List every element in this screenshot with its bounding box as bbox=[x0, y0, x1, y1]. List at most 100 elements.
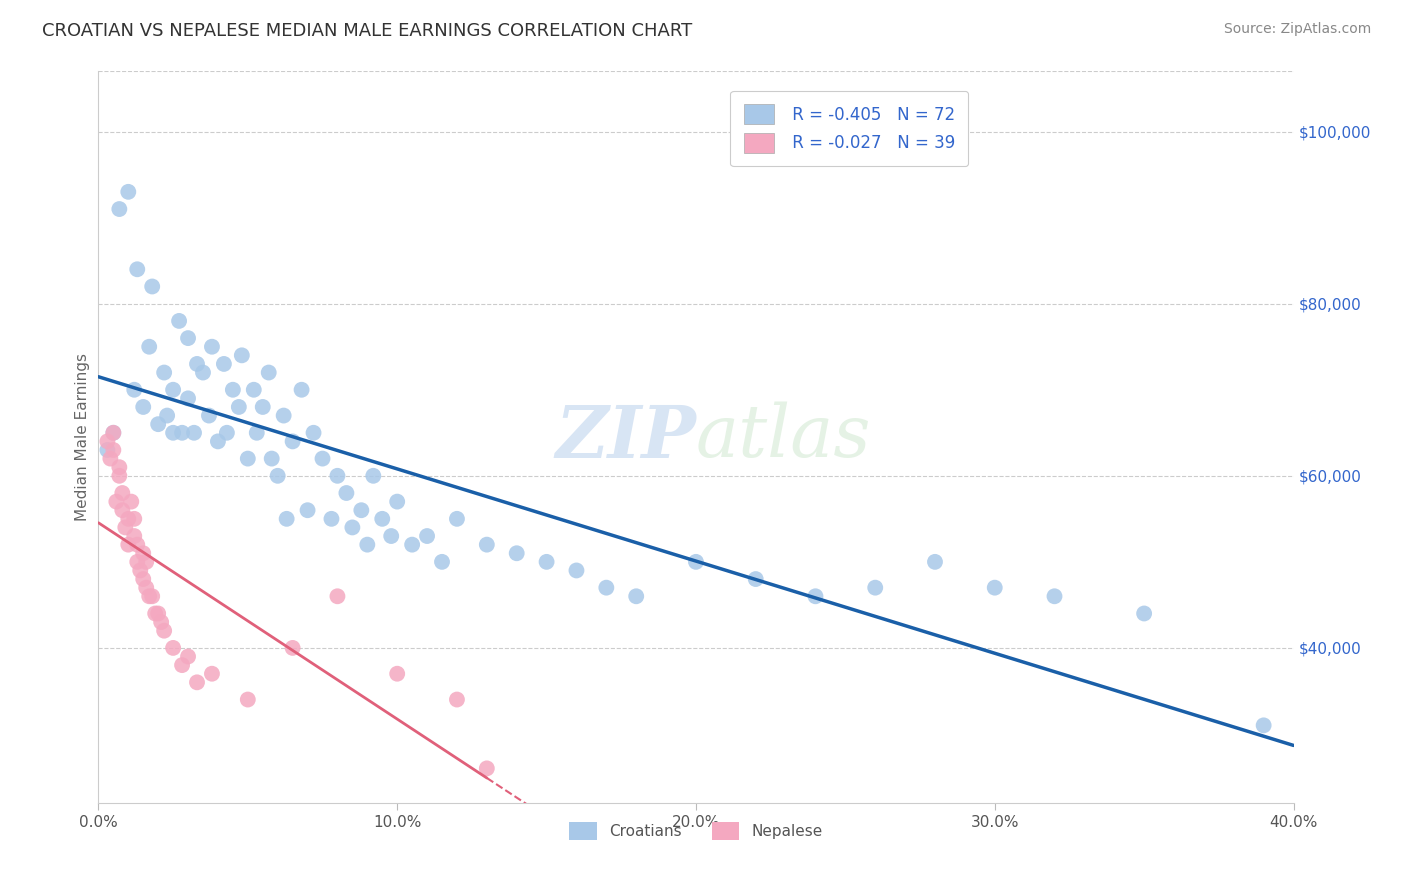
Point bbox=[302, 425, 325, 440]
Point bbox=[804, 589, 827, 603]
Legend: Croatians, Nepalese: Croatians, Nepalese bbox=[562, 815, 830, 847]
Point bbox=[103, 425, 125, 440]
Text: CROATIAN VS NEPALESE MEDIAN MALE EARNINGS CORRELATION CHART: CROATIAN VS NEPALESE MEDIAN MALE EARNING… bbox=[42, 22, 692, 40]
Point bbox=[297, 503, 319, 517]
Point bbox=[326, 468, 349, 483]
Point bbox=[536, 555, 558, 569]
Point bbox=[141, 279, 163, 293]
Point bbox=[342, 520, 364, 534]
Point bbox=[475, 538, 498, 552]
Point bbox=[385, 666, 409, 681]
Point bbox=[311, 451, 333, 466]
Point bbox=[363, 468, 385, 483]
Point bbox=[326, 589, 349, 603]
Point bbox=[565, 564, 588, 578]
Point bbox=[228, 400, 250, 414]
Point bbox=[156, 409, 179, 423]
Point bbox=[108, 460, 131, 475]
Point bbox=[475, 761, 498, 775]
Point bbox=[96, 434, 118, 449]
Point bbox=[132, 546, 155, 560]
Point bbox=[162, 640, 184, 655]
Point bbox=[177, 392, 200, 406]
Point bbox=[356, 538, 378, 552]
Point bbox=[105, 494, 128, 508]
Point bbox=[430, 555, 453, 569]
Point bbox=[267, 468, 290, 483]
Point bbox=[162, 383, 184, 397]
Point bbox=[745, 572, 768, 586]
Point bbox=[385, 494, 409, 508]
Point bbox=[281, 640, 304, 655]
Point bbox=[114, 520, 136, 534]
Point bbox=[186, 357, 208, 371]
Point bbox=[231, 348, 253, 362]
Point bbox=[260, 451, 283, 466]
Point bbox=[148, 607, 170, 621]
Point bbox=[167, 314, 190, 328]
Point bbox=[595, 581, 617, 595]
Point bbox=[215, 425, 238, 440]
Text: ZIP: ZIP bbox=[555, 401, 696, 473]
Point bbox=[201, 666, 224, 681]
Point bbox=[416, 529, 439, 543]
Point bbox=[124, 383, 146, 397]
Point bbox=[236, 692, 259, 706]
Point bbox=[108, 202, 131, 216]
Point bbox=[207, 434, 229, 449]
Point bbox=[243, 383, 266, 397]
Point bbox=[127, 538, 149, 552]
Point bbox=[198, 409, 221, 423]
Point bbox=[291, 383, 314, 397]
Point bbox=[117, 512, 139, 526]
Point bbox=[120, 494, 142, 508]
Point bbox=[236, 451, 259, 466]
Point bbox=[924, 555, 946, 569]
Point bbox=[153, 624, 176, 638]
Point bbox=[401, 538, 423, 552]
Point bbox=[380, 529, 402, 543]
Point bbox=[108, 468, 131, 483]
Point bbox=[222, 383, 245, 397]
Point bbox=[276, 512, 298, 526]
Text: atlas: atlas bbox=[696, 401, 872, 473]
Point bbox=[98, 451, 122, 466]
Point bbox=[172, 658, 194, 673]
Y-axis label: Median Male Earnings: Median Male Earnings bbox=[75, 353, 90, 521]
Point bbox=[111, 486, 134, 500]
Point bbox=[138, 589, 160, 603]
Point bbox=[1253, 718, 1275, 732]
Point bbox=[127, 555, 149, 569]
Point bbox=[212, 357, 235, 371]
Point bbox=[446, 512, 468, 526]
Point bbox=[141, 589, 163, 603]
Point bbox=[143, 607, 166, 621]
Point bbox=[191, 366, 214, 380]
Text: Source: ZipAtlas.com: Source: ZipAtlas.com bbox=[1223, 22, 1371, 37]
Point bbox=[865, 581, 887, 595]
Point bbox=[117, 538, 139, 552]
Point bbox=[162, 425, 184, 440]
Point bbox=[685, 555, 707, 569]
Point bbox=[135, 581, 157, 595]
Point bbox=[124, 512, 146, 526]
Point bbox=[335, 486, 357, 500]
Point bbox=[183, 425, 205, 440]
Point bbox=[201, 340, 224, 354]
Point bbox=[1043, 589, 1066, 603]
Point bbox=[177, 331, 200, 345]
Point bbox=[246, 425, 269, 440]
Point bbox=[129, 564, 152, 578]
Point bbox=[132, 400, 155, 414]
Point bbox=[984, 581, 1007, 595]
Point bbox=[135, 555, 157, 569]
Point bbox=[446, 692, 468, 706]
Point bbox=[273, 409, 295, 423]
Point bbox=[1133, 607, 1156, 621]
Point bbox=[506, 546, 529, 560]
Point bbox=[124, 529, 146, 543]
Point bbox=[148, 417, 170, 432]
Point bbox=[150, 615, 173, 629]
Point bbox=[138, 340, 160, 354]
Point bbox=[281, 434, 304, 449]
